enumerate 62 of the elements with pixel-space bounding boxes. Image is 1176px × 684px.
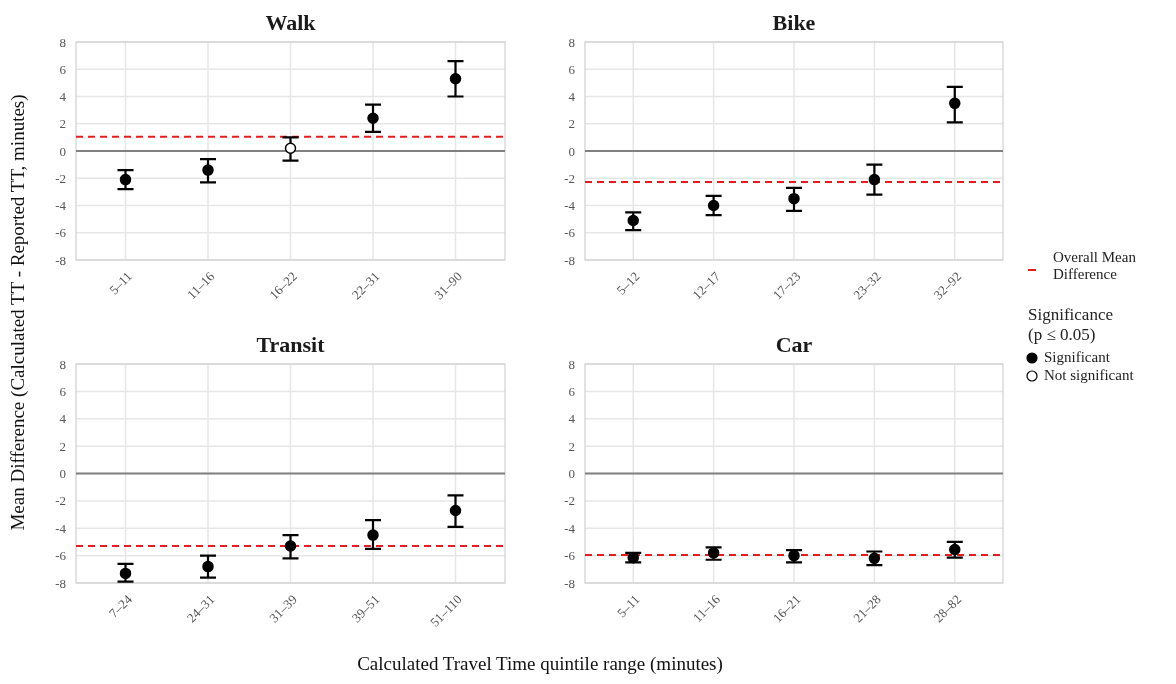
- y-tick-label: -4: [55, 520, 67, 536]
- y-tick-label: -8: [564, 252, 575, 268]
- y-tick-label: 2: [59, 116, 66, 132]
- y-tick-label: -6: [55, 548, 67, 564]
- point: [627, 214, 639, 227]
- point: [367, 529, 379, 541]
- x-tick-label: 7–24: [105, 591, 136, 621]
- chart-title: Bike: [772, 10, 816, 35]
- y-tick-label: 2: [59, 438, 66, 454]
- legend-label: Significant: [1044, 349, 1111, 365]
- chart-title: Car: [775, 332, 813, 357]
- y-tick-label: 8: [568, 356, 575, 372]
- y-tick-label: 8: [568, 34, 575, 50]
- legend-title: Significance (p ≤ 0.05): [1028, 305, 1113, 344]
- y-tick-label: 8: [59, 356, 66, 372]
- x-axis-title: Calculated Travel Time quintile range (minutes): [357, 653, 723, 675]
- x-tick-label: 5–11: [613, 591, 643, 621]
- point: [449, 73, 462, 85]
- y-tick-label: -6: [564, 225, 576, 241]
- point: [119, 567, 132, 580]
- point: [788, 192, 800, 205]
- y-tick-label: -2: [55, 170, 66, 186]
- y-tick-label: 0: [59, 466, 66, 482]
- point: [284, 540, 297, 552]
- x-tick-label: 5–11: [106, 268, 135, 298]
- point: [202, 164, 214, 176]
- y-tick-label: 4: [59, 411, 67, 427]
- y-tick-label: -4: [564, 520, 576, 536]
- y-tick-label: 6: [59, 61, 67, 77]
- y-tick-label: 4: [59, 89, 67, 105]
- y-tick-label: -4: [564, 198, 576, 214]
- y-tick-label: 0: [59, 143, 66, 159]
- legend-label: Overall Mean Difference: [1053, 249, 1137, 283]
- y-tick-label: 2: [568, 116, 575, 132]
- chart-title: Transit: [256, 332, 326, 357]
- y-tick-label: 6: [568, 61, 576, 77]
- point: [868, 173, 881, 186]
- y-axis-title: Mean Difference (Calculated TT - Reported TT, minutes): [7, 94, 29, 531]
- y-tick-label: -8: [564, 575, 575, 591]
- chart-title: Walk: [265, 10, 317, 35]
- y-tick-label: 4: [568, 411, 576, 427]
- y-tick-label: 6: [59, 383, 67, 399]
- y-tick-label: -2: [55, 493, 66, 509]
- y-tick-label: 2: [568, 438, 575, 454]
- y-tick-label: -4: [55, 198, 67, 214]
- point: [202, 560, 214, 573]
- legend-label: Not significant: [1044, 367, 1135, 383]
- y-tick-label: 8: [59, 34, 66, 50]
- y-tick-label: 0: [568, 143, 575, 159]
- y-tick-label: -6: [564, 548, 576, 564]
- y-tick-label: 6: [568, 383, 576, 399]
- y-tick-label: -2: [564, 170, 575, 186]
- point: [367, 112, 379, 125]
- point: [284, 142, 297, 155]
- point: [449, 504, 462, 517]
- y-tick-label: -8: [55, 252, 66, 268]
- y-tick-label: 0: [568, 466, 575, 482]
- y-tick-label: -8: [55, 575, 66, 591]
- y-tick-label: 4: [568, 89, 576, 105]
- y-tick-label: -2: [564, 493, 575, 509]
- point: [949, 97, 961, 110]
- y-tick-label: -6: [55, 225, 67, 241]
